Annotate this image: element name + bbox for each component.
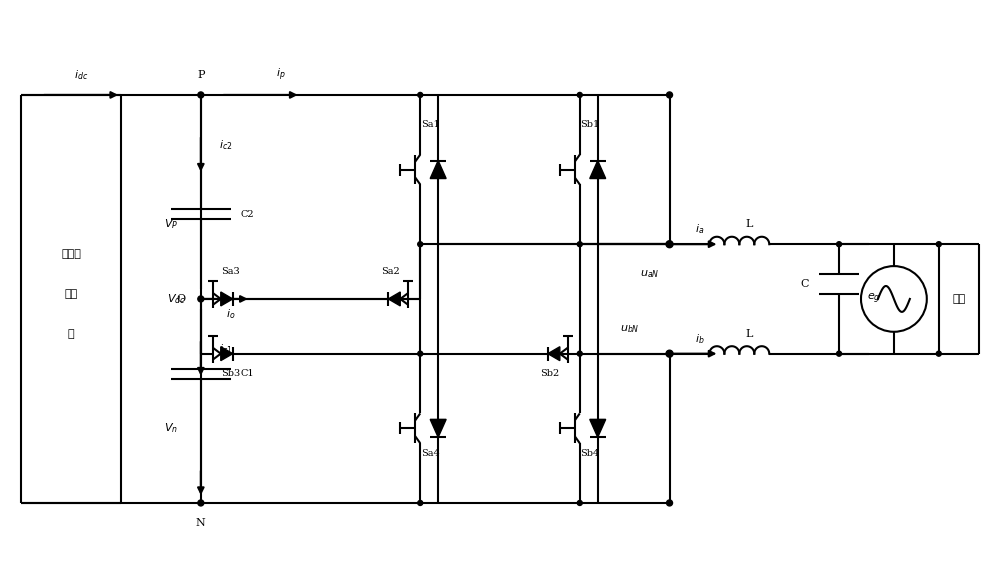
Text: Sa3: Sa3: [221, 266, 240, 276]
Text: 源: 源: [68, 329, 75, 339]
Circle shape: [577, 242, 582, 247]
Polygon shape: [430, 420, 446, 437]
Circle shape: [577, 351, 582, 356]
Circle shape: [666, 350, 673, 357]
Text: $i_{c2}$: $i_{c2}$: [219, 138, 233, 152]
Circle shape: [418, 92, 423, 98]
Circle shape: [936, 242, 941, 247]
Text: $u_{bN}$: $u_{bN}$: [620, 323, 639, 335]
Text: $V_P$: $V_P$: [164, 218, 178, 231]
Polygon shape: [388, 292, 400, 306]
Polygon shape: [590, 161, 606, 179]
Text: $i_p$: $i_p$: [276, 67, 285, 83]
Text: N: N: [196, 518, 206, 528]
Circle shape: [198, 500, 204, 506]
Polygon shape: [221, 347, 233, 360]
Text: Sa4: Sa4: [421, 449, 440, 457]
Text: $i_{c1}$: $i_{c1}$: [219, 342, 233, 356]
Text: $e_g$: $e_g$: [867, 292, 881, 306]
Text: Sa2: Sa2: [381, 266, 400, 276]
Circle shape: [418, 242, 423, 247]
Text: Sb3: Sb3: [221, 369, 240, 378]
Text: L: L: [746, 219, 753, 229]
Polygon shape: [590, 420, 606, 437]
Text: Sb4: Sb4: [580, 449, 599, 457]
Circle shape: [418, 351, 423, 356]
Polygon shape: [430, 161, 446, 179]
Text: $i_b$: $i_b$: [695, 332, 704, 346]
Text: Sb2: Sb2: [540, 369, 559, 378]
Text: $u_{aN}$: $u_{aN}$: [640, 268, 659, 280]
Circle shape: [418, 501, 423, 506]
Text: 电网: 电网: [952, 294, 965, 304]
Circle shape: [837, 242, 842, 247]
Text: C: C: [801, 279, 809, 289]
Text: Sa1: Sa1: [421, 121, 440, 129]
Text: 能源: 能源: [65, 289, 78, 299]
Circle shape: [198, 296, 204, 302]
Polygon shape: [548, 347, 560, 360]
Circle shape: [666, 241, 673, 248]
Polygon shape: [221, 292, 233, 306]
Text: 可再生: 可再生: [61, 249, 81, 259]
Circle shape: [837, 351, 842, 356]
Text: L: L: [746, 329, 753, 339]
Text: O: O: [176, 294, 185, 304]
Circle shape: [577, 501, 582, 506]
Text: C1: C1: [241, 369, 254, 378]
Text: P: P: [197, 70, 205, 80]
Circle shape: [667, 500, 673, 506]
Text: Sb1: Sb1: [580, 121, 599, 129]
Circle shape: [198, 92, 204, 98]
Text: $V_{dc}$: $V_{dc}$: [167, 292, 185, 306]
Circle shape: [936, 351, 941, 356]
Text: $i_{dc}$: $i_{dc}$: [74, 68, 88, 82]
Circle shape: [577, 92, 582, 98]
Text: $i_o$: $i_o$: [226, 307, 235, 321]
Text: $i_a$: $i_a$: [695, 222, 704, 236]
Text: C2: C2: [241, 210, 254, 219]
Circle shape: [667, 92, 673, 98]
Text: $V_n$: $V_n$: [164, 421, 178, 435]
